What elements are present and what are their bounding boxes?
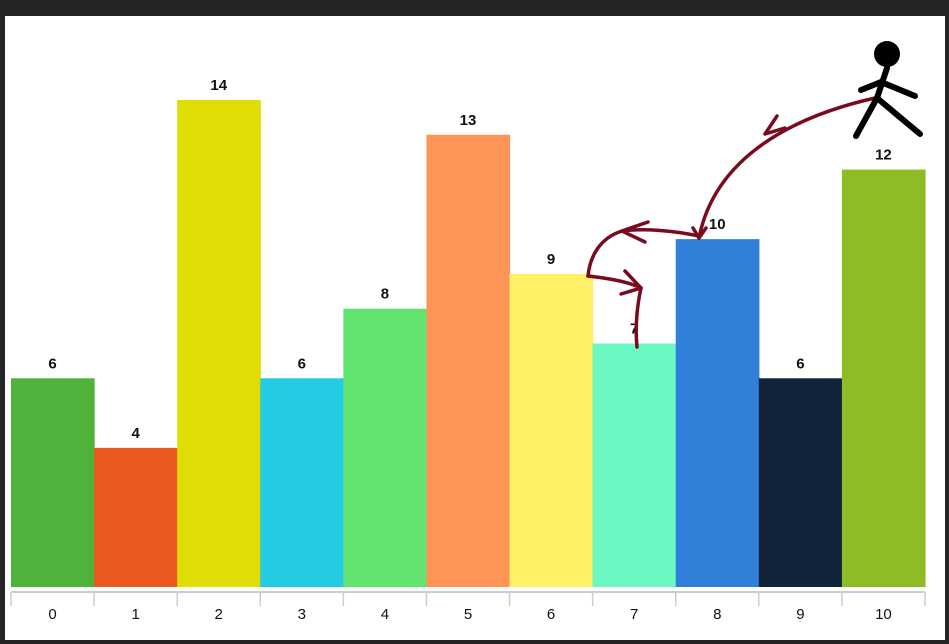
bar-4 bbox=[343, 308, 428, 587]
value-label-3: 6 bbox=[298, 355, 306, 372]
arrowhead-bar-6-to-bar-7 bbox=[619, 269, 643, 296]
x-tick-label-4: 4 bbox=[381, 606, 389, 623]
x-tick-label-7: 7 bbox=[630, 606, 638, 623]
value-label-5: 13 bbox=[460, 112, 477, 129]
arrowhead-figure-to-bar-8 bbox=[763, 114, 787, 136]
x-tick-label-3: 3 bbox=[298, 606, 306, 623]
value-labels-group: 6 4 14 6 8 13 9 7 10 6 12 bbox=[48, 77, 891, 442]
bar-10 bbox=[841, 169, 926, 587]
arrow-down-to-bar-7 bbox=[634, 286, 643, 349]
value-label-1: 4 bbox=[131, 425, 140, 442]
x-tick-label-9: 9 bbox=[796, 606, 804, 623]
x-tick-label-0: 0 bbox=[48, 606, 56, 623]
value-label-8: 10 bbox=[709, 216, 726, 233]
x-tick-label-5: 5 bbox=[464, 606, 472, 623]
value-label-7: 7 bbox=[630, 321, 638, 338]
x-tick-label-2: 2 bbox=[215, 606, 223, 623]
bars-group bbox=[11, 100, 926, 587]
x-tick-label-10: 10 bbox=[875, 606, 892, 623]
value-label-6: 9 bbox=[547, 251, 555, 268]
arrow-curve-down-to-bar-6 bbox=[586, 229, 624, 278]
bar-2 bbox=[177, 100, 261, 587]
arrowhead-at-bar-6-top bbox=[620, 220, 650, 244]
jump-path-annotation bbox=[586, 96, 877, 349]
bar-7 bbox=[592, 343, 677, 587]
value-label-2: 14 bbox=[210, 77, 227, 94]
x-tick-label-8: 8 bbox=[713, 606, 721, 623]
bar-9 bbox=[758, 378, 843, 587]
bar-1 bbox=[94, 447, 178, 587]
value-label-4: 8 bbox=[381, 286, 389, 303]
stick-figure-icon bbox=[853, 41, 923, 139]
value-label-0: 6 bbox=[48, 355, 56, 372]
value-label-10: 12 bbox=[875, 147, 892, 164]
arrow-figure-to-bar-8 bbox=[697, 96, 877, 240]
x-tick-label-1: 1 bbox=[131, 606, 139, 623]
x-tick-label-6: 6 bbox=[547, 606, 555, 623]
bar-8 bbox=[675, 239, 760, 587]
bar-5 bbox=[426, 134, 511, 587]
chart-canvas: 6 4 14 6 8 13 9 7 10 6 12 0 1 2 3 4 5 6 7 8 9 10 bbox=[5, 16, 945, 640]
value-label-9: 6 bbox=[796, 355, 804, 372]
bar-3 bbox=[260, 378, 344, 587]
x-axis: 0 1 2 3 4 5 6 7 8 9 10 bbox=[10, 591, 926, 623]
bar-6 bbox=[509, 273, 594, 587]
bar-0 bbox=[11, 378, 95, 587]
